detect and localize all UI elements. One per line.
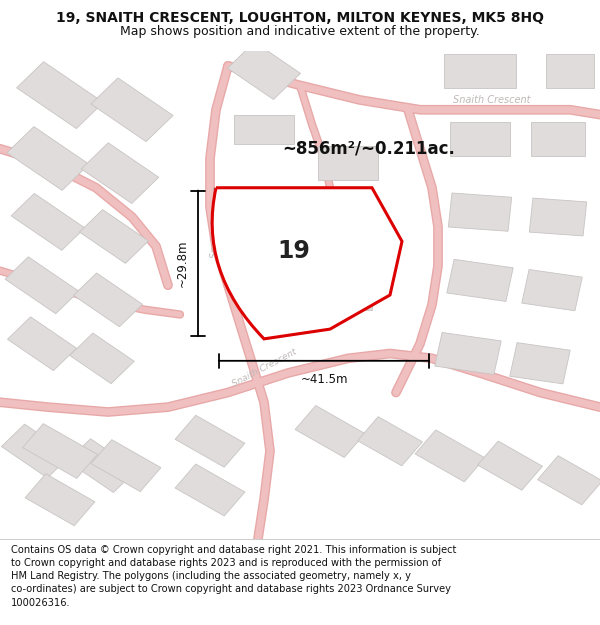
Polygon shape	[11, 193, 85, 251]
Polygon shape	[273, 229, 351, 273]
Polygon shape	[79, 209, 149, 263]
Polygon shape	[175, 464, 245, 516]
Polygon shape	[23, 424, 97, 478]
Polygon shape	[546, 54, 594, 88]
Polygon shape	[415, 430, 485, 482]
Polygon shape	[7, 127, 89, 191]
Polygon shape	[447, 259, 513, 301]
Polygon shape	[73, 273, 143, 327]
Text: Contains OS data © Crown copyright and database right 2021. This information is : Contains OS data © Crown copyright and d…	[11, 545, 456, 608]
Polygon shape	[529, 198, 587, 236]
Text: ~856m²/~0.211ac.: ~856m²/~0.211ac.	[282, 140, 455, 158]
Polygon shape	[444, 54, 516, 88]
PathPatch shape	[212, 188, 402, 339]
Polygon shape	[91, 78, 173, 142]
Text: 19: 19	[278, 239, 310, 263]
Polygon shape	[295, 406, 365, 458]
Polygon shape	[321, 214, 375, 249]
Text: Snaith Crescent: Snaith Crescent	[453, 95, 531, 105]
Polygon shape	[358, 417, 422, 466]
Text: 19, SNAITH CRESCENT, LOUGHTON, MILTON KEYNES, MK5 8HQ: 19, SNAITH CRESCENT, LOUGHTON, MILTON KE…	[56, 11, 544, 25]
Polygon shape	[318, 146, 378, 181]
Polygon shape	[17, 62, 103, 129]
Polygon shape	[81, 143, 159, 203]
Polygon shape	[7, 317, 77, 371]
Polygon shape	[25, 474, 95, 526]
Polygon shape	[538, 456, 600, 505]
Polygon shape	[91, 439, 161, 492]
Text: Map shows position and indicative extent of the property.: Map shows position and indicative extent…	[120, 26, 480, 39]
Polygon shape	[324, 281, 372, 309]
Polygon shape	[1, 424, 71, 478]
Polygon shape	[450, 122, 510, 156]
Polygon shape	[227, 42, 301, 99]
Polygon shape	[522, 269, 582, 311]
Polygon shape	[478, 441, 542, 490]
Text: ~29.8m: ~29.8m	[176, 239, 189, 287]
Polygon shape	[67, 439, 137, 493]
Text: Snaith Crescent: Snaith Crescent	[230, 348, 298, 389]
Text: ~41.5m: ~41.5m	[300, 373, 348, 386]
Polygon shape	[510, 342, 570, 384]
Polygon shape	[70, 333, 134, 384]
Polygon shape	[531, 122, 585, 156]
Polygon shape	[5, 257, 79, 314]
Polygon shape	[435, 332, 501, 374]
Polygon shape	[234, 114, 294, 144]
Text: Snaith Crescent: Snaith Crescent	[210, 186, 222, 258]
Polygon shape	[448, 193, 512, 231]
Polygon shape	[175, 415, 245, 468]
